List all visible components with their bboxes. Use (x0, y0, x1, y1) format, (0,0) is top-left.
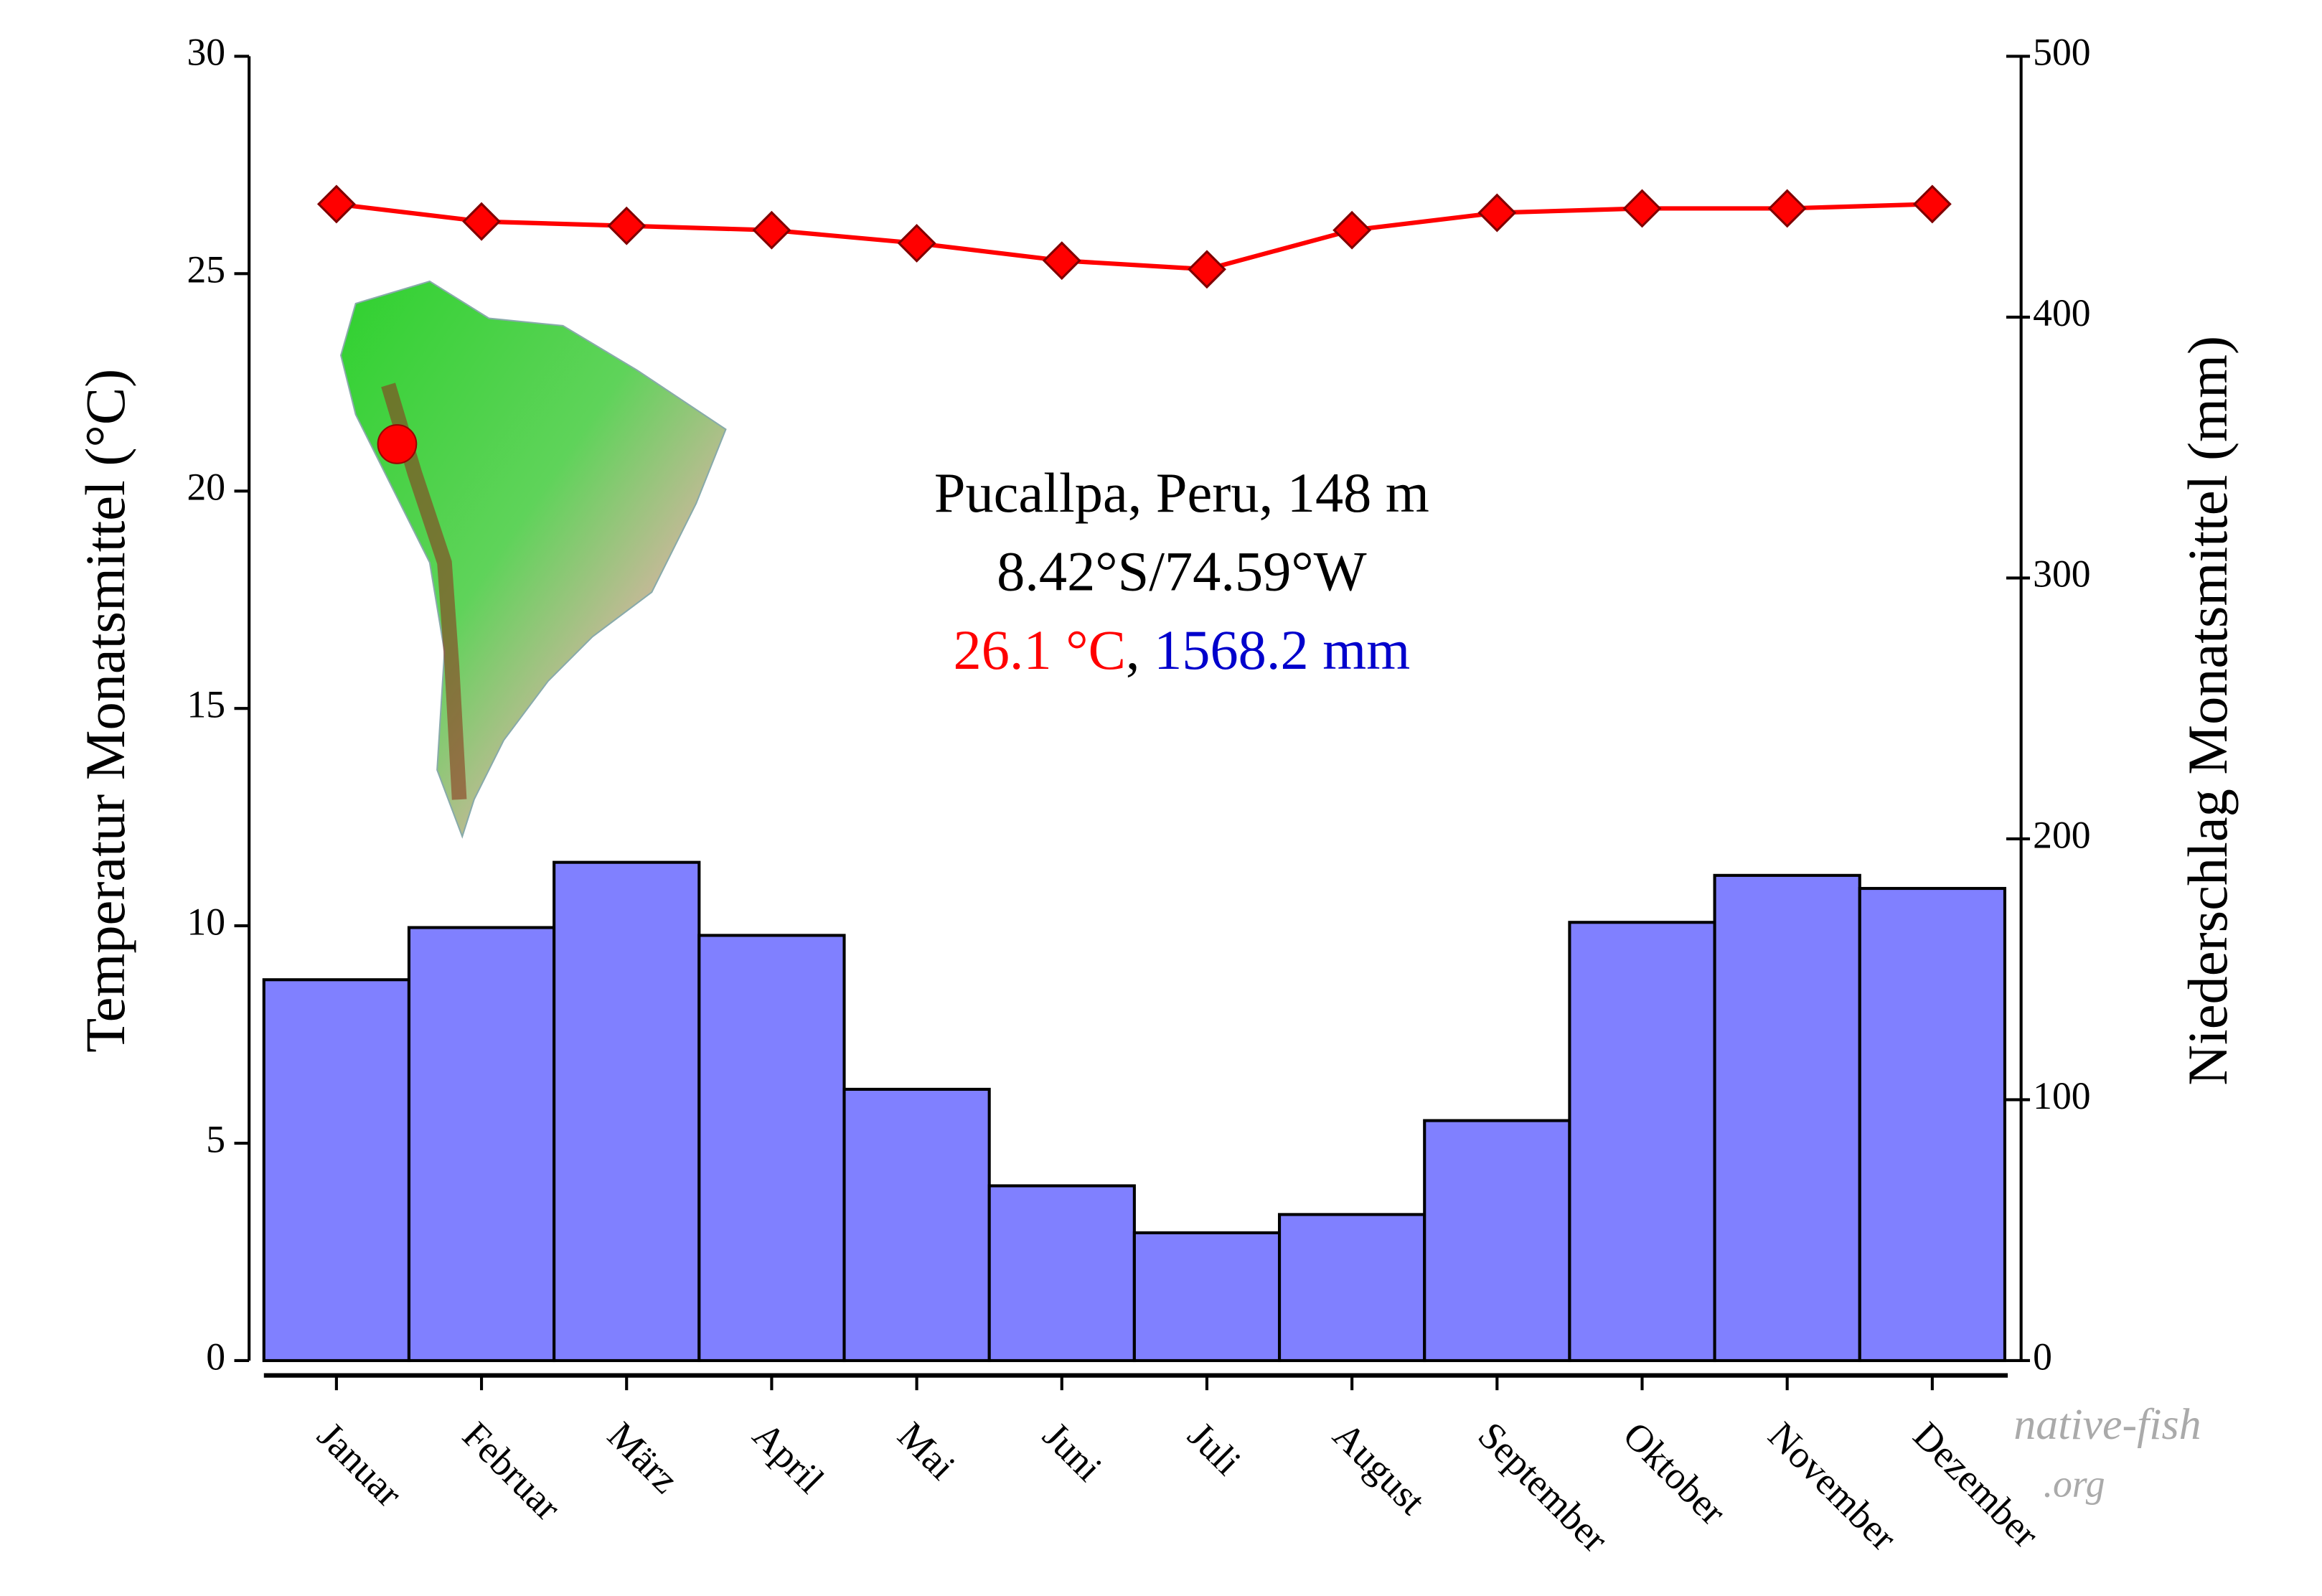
y2-tick-label: 300 (2033, 553, 2090, 596)
y-tick-label: 0 (206, 1335, 225, 1378)
temp-mean: 26.1 °C (954, 619, 1126, 681)
bar (842, 1087, 991, 1363)
y-tick-label: 5 (206, 1117, 225, 1160)
x-tick-label: August (1325, 1414, 1434, 1523)
temperature-marker (462, 202, 501, 241)
x-tick-label: Mai (890, 1414, 964, 1488)
y2-axis-title: Niederschlag Monatsmittel (mm) (2176, 336, 2239, 1086)
location-dot (377, 424, 418, 464)
y-axis-title: Temperatur Monatsmittel (°C) (74, 369, 136, 1053)
means: 26.1 °C, 1568.2 mm (954, 619, 1411, 681)
bar (1858, 886, 2007, 1363)
y2-tick-label: 100 (2033, 1074, 2090, 1117)
continent (339, 280, 727, 839)
temperature-marker (1042, 241, 1081, 281)
bar (407, 926, 556, 1363)
temperature-marker (897, 223, 936, 263)
temperature-marker (316, 184, 356, 224)
x-tick-label: Juni (1035, 1414, 1111, 1490)
temperature-marker (1188, 250, 1226, 289)
y-tick-label: 25 (187, 248, 226, 291)
temperature-marker (1477, 193, 1517, 233)
x-tick-label: Februar (454, 1414, 569, 1529)
watermark-name: native-fish (2013, 1400, 2201, 1449)
y2-tick-label: 200 (2033, 813, 2090, 856)
bar (987, 1184, 1136, 1363)
bar (1713, 873, 1861, 1363)
y2-tick-label: 0 (2033, 1335, 2052, 1378)
bar (553, 860, 701, 1363)
temperature-marker (1622, 189, 1662, 228)
y-tick-label: 15 (187, 682, 226, 726)
x-tick-label: Januar (309, 1414, 410, 1515)
temperature-marker (1912, 184, 1952, 224)
y-tick-label: 30 (187, 31, 226, 74)
x-tick-label: April (745, 1414, 832, 1501)
precip-mean: 1568.2 mm (1154, 619, 1410, 681)
bar (262, 978, 411, 1363)
x-tick-label: Oktober (1615, 1414, 1735, 1534)
bar (1277, 1213, 1426, 1363)
place: Pucallpa, Peru, 148 m (934, 461, 1429, 524)
bar (1132, 1231, 1282, 1363)
x-tick-label: Juli (1180, 1414, 1249, 1483)
map-inset (339, 280, 727, 839)
temperature-marker (607, 206, 647, 245)
x-tick-label: März (599, 1414, 687, 1501)
bar (1423, 1119, 1571, 1363)
y-tick-label: 20 (187, 466, 226, 509)
coords: 8.42°S/74.59°W (997, 540, 1367, 603)
temperature-marker (1767, 189, 1807, 228)
y2-tick-label: 500 (2033, 31, 2090, 74)
bar (697, 934, 846, 1363)
watermark-domain: .org (2044, 1463, 2105, 1506)
separator: , (1126, 619, 1140, 681)
temperature-marker (752, 210, 791, 250)
x-tick-label: September (1470, 1414, 1617, 1561)
bar (1568, 921, 1716, 1363)
x-tick-label: November (1760, 1414, 1906, 1559)
temperature-marker (1332, 210, 1372, 250)
y-tick-label: 10 (187, 900, 226, 943)
temperature-line (336, 202, 1932, 272)
y2-tick-label: 400 (2033, 291, 2090, 334)
